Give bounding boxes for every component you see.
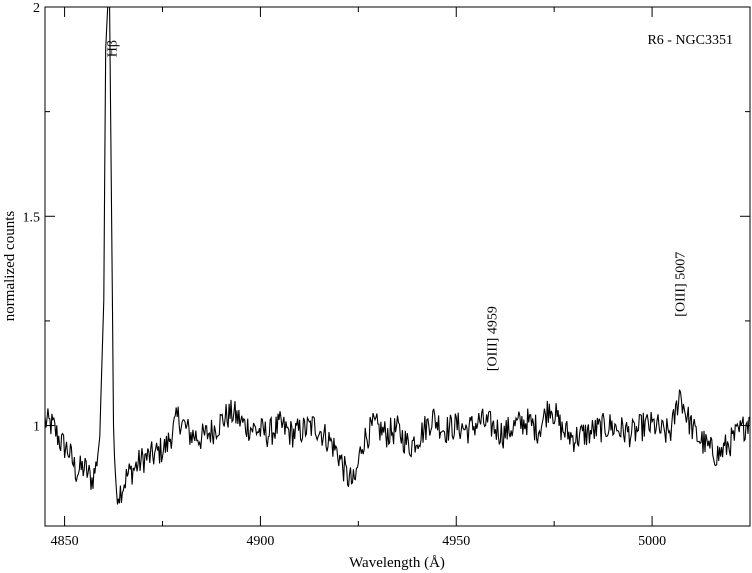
y-axis-label: normalized counts — [2, 211, 18, 322]
line-annotations: Hβ [OIII] 4959 [OIII] 5007 — [106, 40, 689, 371]
x-tick-label: 4900 — [246, 534, 274, 549]
plot-frame — [44, 6, 751, 527]
y-tick-label: 2 — [33, 1, 40, 16]
annotation-label: [OIII] 5007 — [674, 252, 689, 317]
spectrum-series-line — [44, 6, 751, 505]
x-tick-label: 4850 — [51, 534, 79, 549]
y-tick-label: 1 — [33, 420, 40, 435]
x-tick-label: 5000 — [638, 534, 666, 549]
axis-ticks: 4850 4900 4950 5000 1 1.5 2 — [23, 1, 751, 549]
chart-title: R6 - NGC3351 — [647, 33, 733, 48]
x-axis-label: Wavelength (Å) — [349, 555, 445, 571]
annotation-label: [OIII] 4959 — [486, 306, 501, 371]
annotation-label: Hβ — [106, 40, 121, 57]
y-tick-label: 1.5 — [23, 210, 41, 225]
x-tick-label: 4950 — [442, 534, 470, 549]
